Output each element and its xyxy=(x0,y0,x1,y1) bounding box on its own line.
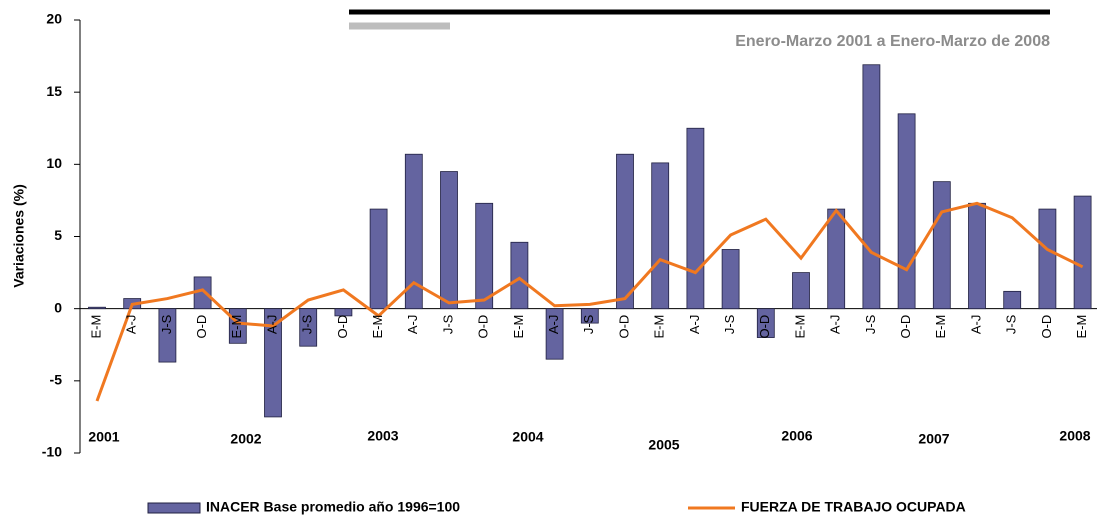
bar xyxy=(827,208,846,310)
bar xyxy=(88,306,106,310)
x-tick-label: A-J xyxy=(546,315,561,335)
x-tick-label: O-D xyxy=(335,315,350,339)
legend-label: FUERZA DE TRABAJO OCUPADA xyxy=(741,499,966,515)
year-label: 2002 xyxy=(230,431,261,447)
bar xyxy=(1038,208,1057,310)
x-tick-label: A-J xyxy=(687,315,702,335)
y-tick-label: -5 xyxy=(50,372,63,388)
y-tick-label: 0 xyxy=(54,299,62,315)
x-tick-label: J-S xyxy=(722,314,737,334)
bar xyxy=(651,162,670,310)
bar xyxy=(792,272,810,310)
bar xyxy=(897,113,916,310)
bar xyxy=(580,308,599,324)
bar xyxy=(475,202,494,310)
bar xyxy=(721,249,740,310)
x-tick-label: A-J xyxy=(405,315,420,335)
bar xyxy=(932,181,951,310)
subtitle: Enero-Marzo 2001 a Enero-Marzo de 2008 xyxy=(735,33,1050,50)
y-tick-label: 15 xyxy=(46,83,62,99)
x-tick-label: E-M xyxy=(511,315,526,339)
year-label: 2006 xyxy=(781,428,812,444)
year-label: 2003 xyxy=(367,428,398,444)
y-tick-label: -10 xyxy=(42,444,62,460)
x-tick-label: J-S xyxy=(1004,314,1019,334)
bar xyxy=(545,308,564,360)
bar xyxy=(264,308,282,418)
bar xyxy=(404,153,423,310)
x-tick-label: J-S xyxy=(863,314,878,334)
x-tick-label: E-M xyxy=(229,315,244,339)
bar xyxy=(299,308,318,347)
x-tick-label: O-D xyxy=(476,315,491,339)
x-tick-label: A-J xyxy=(264,315,279,335)
x-tick-label: E-M xyxy=(88,315,103,339)
bar xyxy=(968,202,986,310)
x-tick-label: O-D xyxy=(194,315,209,339)
x-tick-label: J-S xyxy=(300,314,315,334)
x-tick-label: E-M xyxy=(792,315,807,339)
line xyxy=(95,201,1084,402)
bar xyxy=(1003,290,1022,310)
y-tick-label: 5 xyxy=(54,227,62,243)
year-label: 2004 xyxy=(512,429,543,445)
x-tick-label: J-S xyxy=(581,314,596,334)
legend-swatch xyxy=(147,502,201,514)
x-tick-label: A-J xyxy=(968,315,983,335)
bar xyxy=(334,308,353,317)
x-tick-label: O-D xyxy=(1039,315,1054,339)
year-label: 2008 xyxy=(1059,428,1090,444)
bar xyxy=(1073,195,1092,310)
y-axis-label: Variaciones (%) xyxy=(11,184,27,288)
legend-label: INACER Base promedio año 1996=100 xyxy=(206,499,460,515)
x-tick-label: J-S xyxy=(159,314,174,334)
bar xyxy=(158,308,177,363)
x-tick-label: E-M xyxy=(933,315,948,339)
x-tick-label: O-D xyxy=(757,315,772,339)
year-label: 2005 xyxy=(648,437,679,453)
y-tick-label: 10 xyxy=(46,155,62,171)
x-tick-label: O-D xyxy=(616,315,631,339)
x-tick-label: E-M xyxy=(370,315,385,339)
bar xyxy=(440,171,458,310)
x-tick-label: A-J xyxy=(124,315,139,335)
year-label: 2007 xyxy=(918,431,949,447)
y-tick-label: 20 xyxy=(46,11,62,27)
bar xyxy=(616,153,634,310)
x-tick-label: O-D xyxy=(898,315,913,339)
year-label: 2001 xyxy=(88,429,119,445)
x-tick-label: J-S xyxy=(440,314,455,334)
bar xyxy=(686,127,705,310)
x-tick-label: E-M xyxy=(652,315,667,339)
x-tick-label: A-J xyxy=(828,315,843,335)
bar xyxy=(862,64,881,310)
bar xyxy=(369,208,388,310)
bar xyxy=(756,308,775,338)
bar xyxy=(510,241,529,310)
x-tick-label: E-M xyxy=(1074,315,1089,339)
